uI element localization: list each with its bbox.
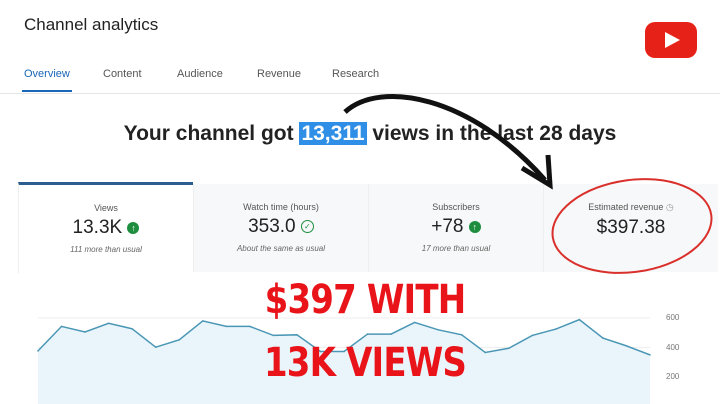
data-point: [413, 321, 416, 324]
metric-card-watch-time[interactable]: Watch time (hours) 353.0 ✓ About the sam…: [193, 184, 368, 272]
youtube-logo-icon: [645, 22, 697, 58]
red-circle-annotation: [551, 178, 713, 274]
data-point: [484, 351, 487, 354]
tab-revenue[interactable]: Revenue: [257, 68, 302, 80]
clock-icon: ◷: [665, 202, 674, 212]
up-arrow-icon: ↑: [468, 220, 481, 233]
data-point: [249, 325, 251, 328]
metric-card-revenue[interactable]: Estimated revenue ◷ $397.38: [543, 184, 718, 272]
data-point: [460, 334, 463, 336]
data-point: [60, 325, 63, 328]
y-tick-label: 600: [666, 313, 680, 322]
data-point: [319, 350, 322, 353]
arrow-annotation: [343, 93, 547, 182]
metric-note: 17 more than usual: [421, 244, 491, 253]
metric-label: Watch time (hours): [243, 202, 319, 212]
metric-label: Estimated revenue: [588, 202, 664, 212]
metric-value: $397.38: [596, 217, 666, 238]
tab-research[interactable]: Research: [332, 68, 380, 80]
check-icon: ✓: [300, 220, 314, 234]
headline-text: Your channel got: [123, 122, 300, 145]
data-point: [390, 333, 392, 335]
data-point: [531, 334, 534, 337]
tab-overview[interactable]: Overview: [24, 68, 70, 80]
metric-note: 111 more than usual: [70, 245, 142, 254]
data-point: [178, 339, 181, 341]
data-point: [131, 327, 133, 330]
metric-value: +78: [431, 216, 464, 237]
data-point: [296, 334, 298, 336]
active-tab-indicator: [22, 90, 72, 92]
data-point: [107, 322, 110, 325]
metric-card-views[interactable]: Views 13.3K ↑ 111 more than usual: [18, 182, 193, 273]
up-arrow-icon: ↑: [127, 221, 140, 234]
data-point: [625, 345, 628, 347]
data-point: [437, 329, 439, 331]
data-point: [225, 325, 228, 328]
data-point: [37, 350, 39, 352]
overlay-text-line1: $397 WITH: [264, 277, 466, 323]
highlighted-views: 13,311: [299, 122, 367, 145]
data-point: [555, 328, 557, 330]
data-point: [649, 354, 651, 356]
metric-label: Subscribers: [432, 202, 480, 212]
data-point: [578, 318, 581, 321]
y-tick-label: 400: [666, 343, 680, 352]
divider: [0, 93, 720, 94]
area-fill: [38, 319, 650, 404]
y-tick-label: 200: [666, 372, 680, 381]
metric-label: Views: [94, 203, 118, 213]
metric-value: 353.0: [248, 216, 296, 237]
data-point: [201, 320, 204, 322]
data-point: [84, 331, 86, 333]
data-point: [507, 347, 510, 350]
metric-note: About the same as usual: [236, 244, 326, 253]
metric-card-subscribers[interactable]: Subscribers +78 ↑ 17 more than usual: [368, 184, 543, 272]
data-point: [343, 350, 345, 353]
arrow-head: [520, 154, 553, 190]
tab-content[interactable]: Content: [103, 68, 142, 80]
views-chart: [37, 317, 651, 404]
data-point: [366, 333, 369, 335]
data-point: [272, 334, 275, 337]
page-title: Channel analytics: [24, 15, 159, 34]
data-point: [602, 337, 604, 339]
metric-value: 13.3K: [72, 217, 123, 238]
overlay-text-line2: 13K VIEWS: [263, 340, 467, 386]
data-point: [154, 346, 157, 349]
tab-audience[interactable]: Audience: [177, 68, 223, 80]
